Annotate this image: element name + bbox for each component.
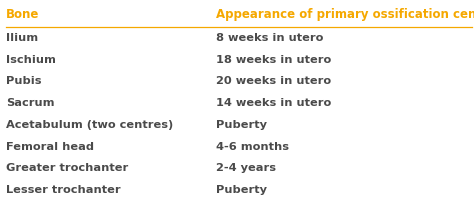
Text: Puberty: Puberty [216, 185, 267, 195]
Text: 4-6 months: 4-6 months [216, 142, 289, 152]
Text: 20 weeks in utero: 20 weeks in utero [216, 76, 331, 87]
Text: Bone: Bone [6, 8, 39, 21]
Text: Ilium: Ilium [6, 33, 38, 43]
Text: Femoral head: Femoral head [6, 142, 94, 152]
Text: Acetabulum (two centres): Acetabulum (two centres) [6, 120, 173, 130]
Text: Ischium: Ischium [6, 55, 55, 65]
Text: Appearance of primary ossification centre: Appearance of primary ossification centr… [216, 8, 474, 21]
Text: 14 weeks in utero: 14 weeks in utero [216, 98, 331, 108]
Text: Puberty: Puberty [216, 120, 267, 130]
Text: 8 weeks in utero: 8 weeks in utero [216, 33, 323, 43]
Text: Lesser trochanter: Lesser trochanter [6, 185, 120, 195]
Text: Greater trochanter: Greater trochanter [6, 163, 128, 173]
Text: 18 weeks in utero: 18 weeks in utero [216, 55, 331, 65]
Text: Sacrum: Sacrum [6, 98, 54, 108]
Text: 2-4 years: 2-4 years [216, 163, 276, 173]
Text: Pubis: Pubis [6, 76, 41, 87]
